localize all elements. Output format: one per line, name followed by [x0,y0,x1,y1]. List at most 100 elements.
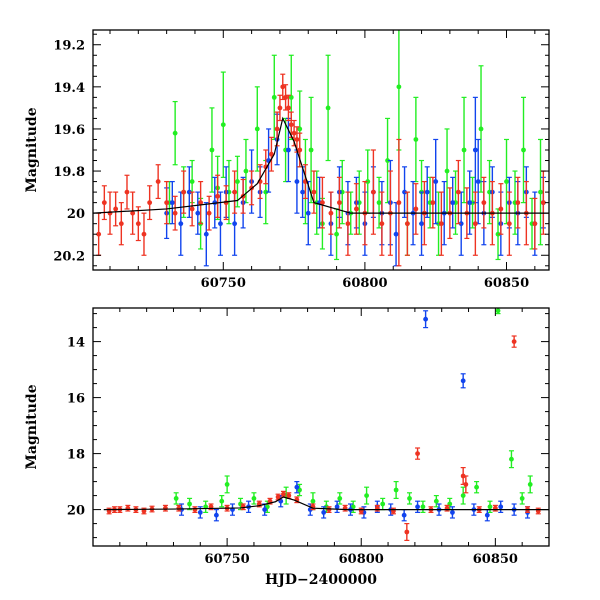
data-point [495,308,501,314]
data-point [172,210,178,216]
upper-y-axis-label: Magnitude [24,107,40,192]
data-point [308,147,314,153]
data-point [337,200,342,206]
data-point [460,473,466,479]
upper-x-tick-label: 60750 [201,276,246,291]
data-point [463,482,469,487]
data-point [181,189,187,195]
data-point [424,189,430,195]
upper-x-tick-label: 60850 [484,276,529,291]
data-point [538,189,543,195]
data-point [281,491,286,497]
data-point [176,505,182,511]
data-point [288,122,294,128]
data-point [235,179,240,184]
data-point [274,126,280,132]
data-point [433,498,439,504]
lower-plot-area [103,308,549,542]
data-point [215,193,221,199]
data-point [396,84,402,90]
data-point [286,105,291,111]
data-point [189,206,195,212]
data-point [509,456,514,462]
data-point [354,206,359,212]
data-point [402,189,407,195]
data-point [294,179,300,184]
data-point [481,200,487,206]
data-point [164,200,170,206]
data-point [460,493,466,498]
data-point [155,179,161,184]
data-point [380,501,386,507]
data-point [107,210,113,216]
data-point [420,504,426,510]
data-point [413,206,419,212]
data-point [169,200,175,206]
data-point [232,189,238,195]
upper-y-tick-label: 19.2 [53,39,85,54]
lower-y-tick-label: 14 [67,336,85,351]
data-point [519,496,525,501]
data-point [430,200,436,206]
data-point [321,510,327,515]
data-point [404,529,410,535]
data-point [379,221,385,227]
upper-y-tick-label: 19.4 [53,81,85,96]
data-point [305,210,311,216]
data-point [220,122,226,128]
data-point [521,147,526,153]
data-point [385,158,390,163]
upper-y-tick-label: 20.2 [53,249,85,264]
data-point [297,126,303,132]
data-point [478,126,484,132]
data-point [277,105,283,111]
data-point [213,512,219,518]
data-point [345,221,351,227]
data-point [203,231,209,237]
data-point [271,94,277,100]
data-point [297,147,303,153]
data-point [455,189,461,195]
data-point [484,512,490,518]
data-point [467,200,473,206]
data-point [300,189,305,195]
data-point [269,151,274,157]
data-point [393,487,399,493]
data-point [163,505,168,511]
data-point [101,200,107,206]
data-point [365,179,371,184]
data-point [294,484,300,490]
data-point [328,210,334,216]
data-point [118,221,124,227]
data-point [515,200,521,206]
lower-x-tick-label: 60750 [205,552,250,567]
data-point [460,378,466,384]
data-point [254,126,260,132]
data-point [393,231,399,237]
data-point [438,221,444,227]
data-point [286,147,291,153]
data-point [450,510,455,515]
data-point [423,316,429,322]
data-point [186,189,192,195]
upper-series-2 [96,73,546,267]
data-point [275,494,281,500]
data-point [325,105,331,111]
data-point [461,147,467,153]
data-point [506,221,512,227]
data-point [413,137,419,142]
data-point [475,179,481,184]
upper-panel: 60750 60800 60850 19.2 19.4 19.6 19.8 20 20.2 Mag… [24,29,550,291]
data-point [113,206,119,212]
data-point [135,221,141,227]
data-point [472,147,478,153]
data-point [487,504,493,510]
data-point [219,498,225,504]
data-point [283,94,288,100]
lower-y-tick-label: 20 [67,504,85,519]
data-point [444,168,450,174]
lower-series-0 [173,308,533,514]
data-point [243,168,249,174]
data-point [540,200,546,206]
data-point [178,221,184,227]
